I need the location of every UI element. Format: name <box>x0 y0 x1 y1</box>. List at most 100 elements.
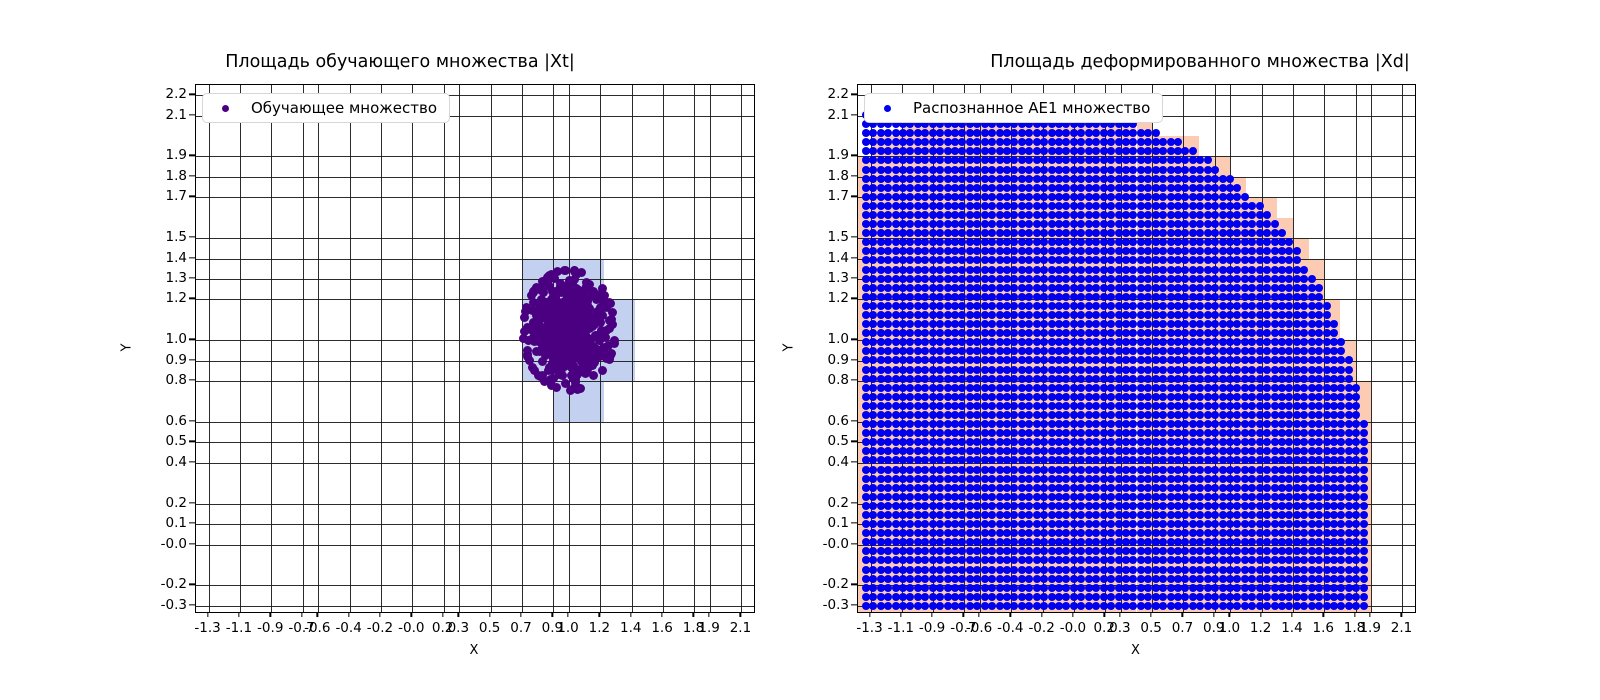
scatter-point <box>936 547 945 556</box>
scatter-point <box>1144 156 1153 165</box>
scatter-point <box>1211 238 1220 247</box>
y-tick-label: 0.2 <box>827 494 849 511</box>
scatter-point <box>575 384 585 394</box>
x-tick-label: 0.5 <box>478 620 501 636</box>
y-tick-mark <box>851 93 857 95</box>
scatter-point <box>1315 492 1324 501</box>
scatter-point <box>1270 220 1279 229</box>
scatter-point <box>1188 147 1197 156</box>
scatter-point <box>1211 401 1220 410</box>
scatter-point <box>884 220 893 229</box>
scatter-point <box>936 374 945 383</box>
scatter-point <box>561 306 571 316</box>
scatter-point <box>1315 583 1324 592</box>
scatter-point <box>936 383 945 392</box>
x-tick-label: -0.0 <box>1059 620 1087 636</box>
scatter-point <box>988 383 997 392</box>
scatter-point <box>1107 438 1116 447</box>
x-tick-mark <box>1260 611 1262 617</box>
scatter-point <box>1211 474 1220 483</box>
x-tick-mark <box>931 611 933 617</box>
scatter-point <box>524 335 534 345</box>
scatter-point <box>558 340 568 350</box>
scatter-point <box>1211 311 1220 319</box>
scatter-point <box>1107 483 1116 492</box>
scatter-point <box>1107 247 1116 256</box>
x-tick-mark <box>708 611 710 617</box>
x-tick-mark <box>457 611 459 617</box>
scatter-point <box>988 247 997 256</box>
scatter-point <box>1107 420 1116 429</box>
scatter-point <box>1144 147 1153 156</box>
scatter-point <box>1040 438 1049 447</box>
scatter-point <box>591 348 601 358</box>
scatter-point <box>574 319 584 329</box>
scatter-point <box>598 310 608 320</box>
scatter-point <box>595 317 605 327</box>
plot-area-right <box>857 84 1416 613</box>
scatter-point <box>936 601 945 610</box>
x-tick-label: 1.6 <box>1312 620 1334 636</box>
scatter-point <box>1337 347 1346 356</box>
y-tick-label: 1.0 <box>165 331 187 348</box>
scatter-point <box>1040 338 1049 347</box>
y-tick-label: -0.2 <box>822 576 849 593</box>
scatter-point <box>884 256 893 265</box>
scatter-point <box>988 138 997 147</box>
scatter-point <box>1107 538 1116 547</box>
x-tick-label: -1.1 <box>887 620 914 636</box>
scatter-point <box>1263 420 1272 429</box>
scatter-point <box>1092 429 1101 438</box>
scatter-point <box>884 183 893 192</box>
legend-left[interactable]: Обучающее множество <box>202 93 451 123</box>
scatter-point <box>1315 283 1324 292</box>
scatter-point <box>1315 538 1324 547</box>
scatter-point <box>884 592 893 601</box>
y-tick-mark <box>851 154 857 157</box>
scatter-point <box>884 601 893 610</box>
scatter-point <box>1159 283 1168 292</box>
scatter-point <box>1211 256 1220 265</box>
y-tick-label: 1.2 <box>165 290 187 307</box>
scatter-point <box>988 329 997 338</box>
scatter-point <box>563 322 573 332</box>
scatter-point <box>571 340 581 350</box>
x-tick-label: -0.7 <box>288 620 315 636</box>
scatter-point <box>884 392 893 401</box>
scatter-point <box>936 356 945 365</box>
x-tick-label: 0.3 <box>1109 620 1131 636</box>
scatter-point <box>1107 492 1116 501</box>
scatter-point <box>884 238 893 247</box>
scatter-point <box>529 318 539 328</box>
scatter-point <box>1040 265 1049 274</box>
scatter-point <box>1330 320 1339 329</box>
scatter-point <box>884 365 893 374</box>
x-tick-mark <box>520 611 522 617</box>
scatter-point <box>988 465 997 474</box>
scatter-point <box>1107 192 1116 201</box>
scatter-points-recognized <box>858 85 1415 612</box>
scatter-point <box>1107 183 1116 192</box>
scatter-point <box>571 375 581 385</box>
scatter-point <box>1107 520 1116 529</box>
scatter-point <box>1263 365 1272 374</box>
scatter-point <box>580 341 590 351</box>
scatter-point <box>1107 547 1116 556</box>
scatter-point <box>563 328 573 338</box>
scatter-point <box>528 325 538 335</box>
y-tick-mark <box>189 522 195 524</box>
scatter-point <box>1359 556 1368 565</box>
scatter-point <box>1040 465 1049 474</box>
x-tick-label: 2.1 <box>729 620 752 636</box>
scatter-point <box>988 583 997 592</box>
scatter-point <box>884 274 893 283</box>
scatter-point <box>988 501 997 510</box>
scatter-point <box>988 165 997 174</box>
legend-right[interactable]: Распознанное AE1 множество <box>864 93 1164 123</box>
x-tick-label: -0.2 <box>366 620 394 636</box>
y-tick-label: 0.6 <box>827 413 849 430</box>
scatter-point <box>554 310 564 320</box>
scatter-point <box>936 165 945 174</box>
scatter-point <box>540 300 550 310</box>
